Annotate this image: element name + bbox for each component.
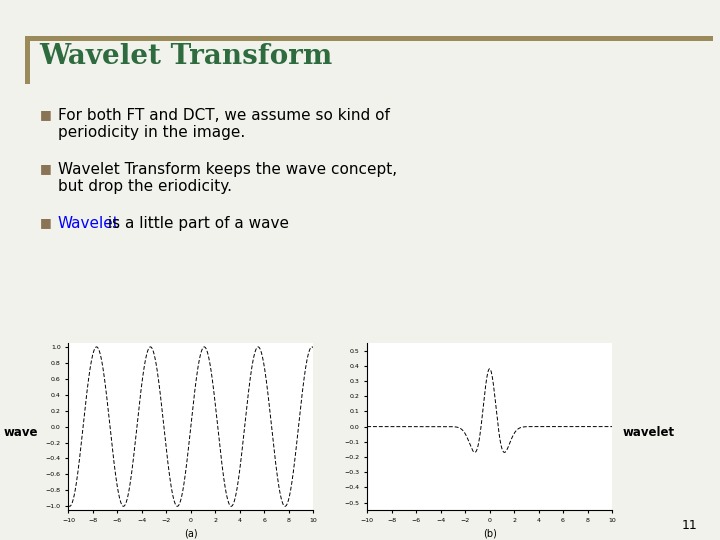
Text: Wavelet Transform keeps the wave concept,
but drop the eriodicity.: Wavelet Transform keeps the wave concept… (58, 162, 397, 194)
X-axis label: (b): (b) (482, 529, 497, 538)
Text: wavelet: wavelet (623, 426, 675, 438)
Text: Wavelet: Wavelet (58, 216, 120, 231)
Text: 11: 11 (681, 519, 697, 532)
Text: is a little part of a wave: is a little part of a wave (103, 216, 289, 231)
Text: For both FT and DCT, we assume so kind of
periodicity in the image.: For both FT and DCT, we assume so kind o… (58, 108, 390, 140)
Text: ■: ■ (40, 216, 51, 229)
Text: ■: ■ (40, 108, 51, 121)
Text: ■: ■ (40, 162, 51, 175)
X-axis label: (a): (a) (184, 529, 197, 538)
Text: Wavelet Transform: Wavelet Transform (40, 43, 333, 70)
Text: wave: wave (4, 426, 38, 438)
